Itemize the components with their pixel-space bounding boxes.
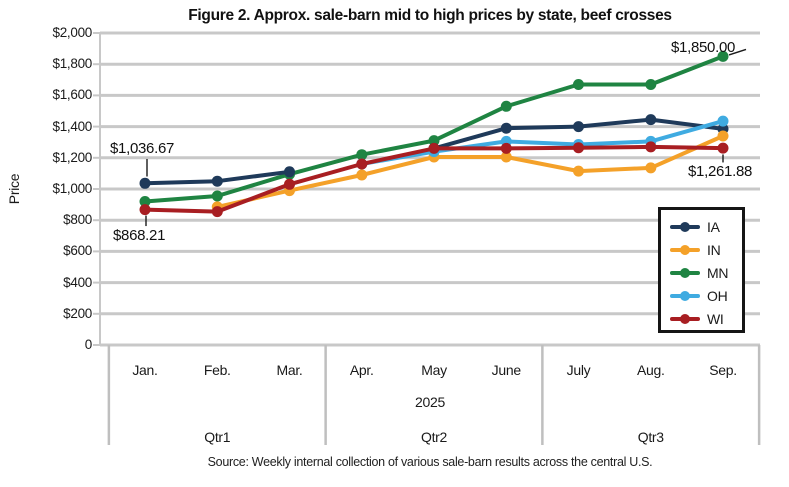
point-WI-July [573,142,584,154]
gridlines [93,31,760,347]
point-MN-June [500,100,512,112]
point-WI-Apr. [356,158,368,170]
point-WI-Mar. [284,178,295,190]
annotation-leaders [145,48,747,227]
point-MN-Sep. [717,50,729,62]
point-IN-Sep. [717,130,729,142]
point-MN-Jan. [139,196,151,207]
series-MN [139,50,729,207]
point-MN-Aug. [645,79,657,90]
legend-label-IN: IN [707,241,721,258]
point-OH-Sep. [717,115,729,127]
legend-item-IN: IN [670,238,742,261]
legend-item-WI: WI [670,307,742,330]
legend-swatch-MN [670,267,700,278]
source-note: Source: Weekly internal collection of va… [207,455,653,469]
legend-item-IA: IA [670,215,742,238]
legend-item-OH: OH [670,284,742,307]
point-IN-Aug. [645,162,657,174]
point-IA-Jan. [139,177,151,189]
point-IA-June [500,122,512,134]
point-IA-Mar. [284,166,295,178]
point-WI-Sep. [717,142,729,154]
point-IA-Feb. [211,175,223,187]
series-WI [139,141,729,218]
point-MN-May [428,135,440,147]
legend-swatch-OH [670,290,700,301]
point-MN-Apr. [356,149,368,161]
legend-swatch-IA [670,221,700,232]
point-IN-Apr. [356,169,368,181]
legend-item-MN: MN [670,261,742,284]
legend-swatch-WI [670,313,700,324]
point-WI-June [500,142,512,154]
point-MN-July [573,79,584,90]
series-IA [139,114,729,189]
legend-swatch-IN [670,244,700,255]
point-WI-Jan. [139,204,151,216]
point-IN-July [573,165,584,177]
point-MN-Feb. [211,190,223,202]
legend-label-WI: WI [707,310,724,327]
point-IA-Aug. [645,114,657,126]
legend: IA IN MN OH WI [658,207,745,333]
point-WI-Feb. [211,206,223,218]
point-WI-May [428,142,440,154]
point-IN-June [500,151,512,163]
chart-title: Figure 2. Approx. sale-barn mid to high … [188,7,672,24]
point-WI-Aug. [645,141,657,153]
legend-label-OH: OH [707,287,728,304]
point-IA-July [573,121,584,133]
legend-label-IA: IA [707,218,720,235]
legend-label-MN: MN [707,264,729,281]
category-separators [107,345,761,445]
